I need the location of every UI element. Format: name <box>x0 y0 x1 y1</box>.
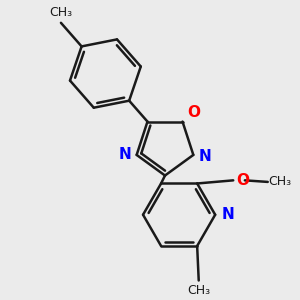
Text: CH₃: CH₃ <box>187 284 210 297</box>
Text: CH₃: CH₃ <box>50 6 73 19</box>
Text: O: O <box>187 105 200 120</box>
Text: N: N <box>199 149 212 164</box>
Text: O: O <box>236 173 249 188</box>
Text: CH₃: CH₃ <box>269 176 292 188</box>
Text: N: N <box>118 147 131 162</box>
Text: N: N <box>222 207 235 222</box>
